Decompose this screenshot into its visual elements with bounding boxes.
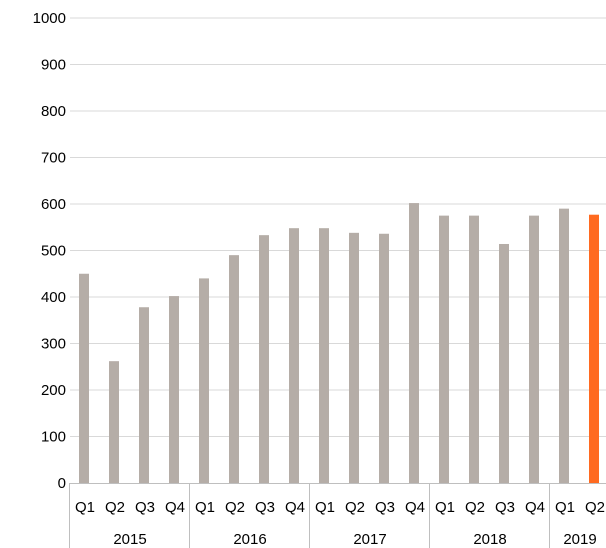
bar <box>199 278 209 483</box>
bar <box>379 233 389 483</box>
y-tick-label: 800 <box>41 103 66 120</box>
x-group-label: 2015 <box>113 531 146 548</box>
x-tick-label: Q1 <box>555 499 575 516</box>
x-tick-label: Q2 <box>465 499 485 516</box>
y-tick-label: 900 <box>41 57 66 74</box>
bar <box>469 215 479 483</box>
y-tick-label: 700 <box>41 150 66 167</box>
x-axis-tick-labels: Q1 Q2 Q3 Q4 Q1 Q2 Q3 Q4 Q1 Q2 Q3 Q4 Q1 Q2 Q3 Q4 Q1 Q2 <box>75 499 605 516</box>
bar <box>109 361 119 483</box>
y-tick-label: 400 <box>41 289 66 306</box>
bar <box>439 215 449 483</box>
x-axis <box>69 483 606 548</box>
x-tick-label: Q3 <box>375 499 395 516</box>
y-tick-label: 200 <box>41 382 66 399</box>
x-tick-label: Q4 <box>525 499 545 516</box>
x-tick-label: Q3 <box>135 499 155 516</box>
x-tick-label: Q2 <box>225 499 245 516</box>
y-tick-label: 500 <box>41 243 66 260</box>
bar <box>289 228 299 483</box>
x-tick-label: Q1 <box>435 499 455 516</box>
gridlines <box>70 17 606 437</box>
x-axis-group-labels: 2015 2016 2017 2018 2019 <box>113 531 596 548</box>
x-tick-label: Q3 <box>495 499 515 516</box>
bar <box>499 243 509 483</box>
x-tick-label: Q2 <box>585 499 605 516</box>
x-group-label: 2016 <box>233 531 266 548</box>
bar <box>559 208 569 483</box>
x-tick-label: Q1 <box>315 499 335 516</box>
y-axis-tick-labels: 0 100 200 300 400 500 600 700 800 900 1000 <box>33 10 66 492</box>
bar <box>139 307 149 483</box>
x-tick-label: Q2 <box>345 499 365 516</box>
x-tick-label: Q3 <box>255 499 275 516</box>
bar <box>169 296 179 483</box>
x-tick-label: Q1 <box>195 499 215 516</box>
bar <box>349 232 359 483</box>
bars <box>79 203 599 483</box>
y-tick-label: 600 <box>41 196 66 213</box>
x-group-label: 2019 <box>563 531 596 548</box>
y-tick-label: 300 <box>41 336 66 353</box>
x-tick-label: Q4 <box>165 499 185 516</box>
x-tick-label: Q4 <box>285 499 305 516</box>
x-tick-label: Q1 <box>75 499 95 516</box>
x-tick-label: Q4 <box>405 499 425 516</box>
bar <box>79 273 89 483</box>
x-group-label: 2018 <box>473 531 506 548</box>
bar <box>259 235 269 483</box>
bar <box>319 228 329 483</box>
bar <box>229 255 239 483</box>
y-tick-label: 100 <box>41 429 66 446</box>
x-group-label: 2017 <box>353 531 386 548</box>
x-tick-label: Q2 <box>105 499 125 516</box>
y-tick-label: 0 <box>58 475 66 492</box>
bar-highlighted <box>589 214 599 483</box>
bar <box>529 215 539 483</box>
bar <box>409 203 419 483</box>
y-tick-label: 1000 <box>33 10 66 27</box>
